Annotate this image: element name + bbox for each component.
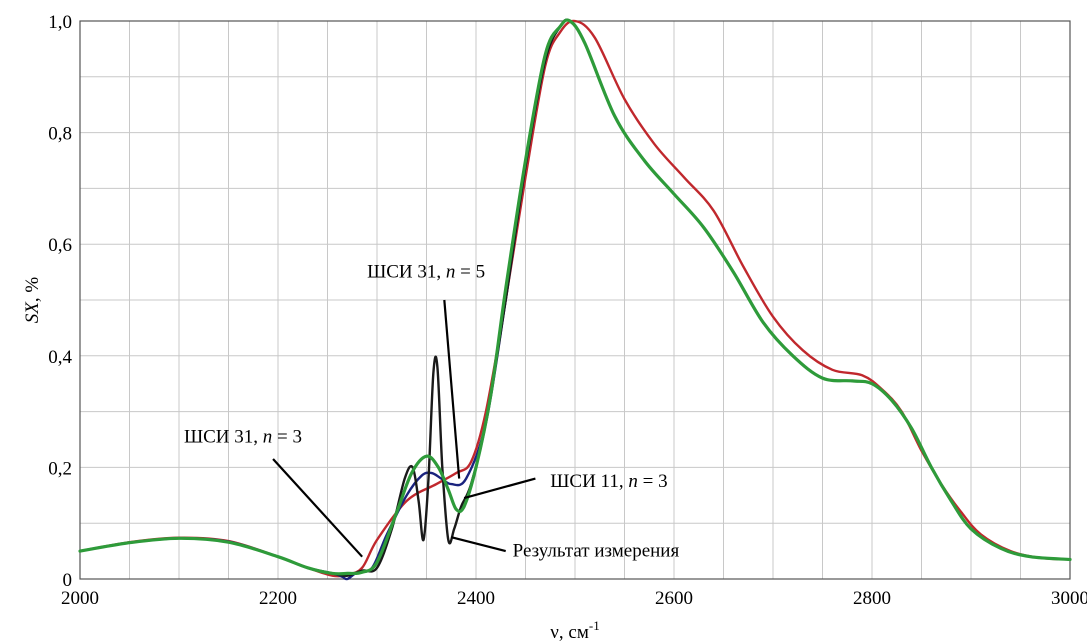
- y-tick-label: 1,0: [48, 12, 72, 33]
- x-tick-label: 2800: [853, 588, 891, 609]
- x-tick-label: 2000: [61, 588, 99, 609]
- annot-measurement-leader: [450, 536, 506, 553]
- x-tick-label: 3000: [1051, 588, 1087, 609]
- annot-shsi31-n3-leader: [272, 458, 363, 558]
- y-tick-label: 0,2: [48, 458, 72, 479]
- y-axis-label: SX, %: [22, 277, 43, 324]
- annot-shsi11-n3-leader: [463, 477, 536, 500]
- y-tick-label: 0,6: [48, 235, 72, 256]
- annotations: ШСИ 31, n = 5 ШСИ 31, n = 3 ШСИ 11, n = 3 Р…: [184, 262, 680, 562]
- series-line-green: [78, 18, 1072, 576]
- x-tick-label: 2200: [259, 588, 297, 609]
- y-tick-label: 0,8: [48, 124, 72, 145]
- x-tick-label: 2600: [655, 588, 693, 609]
- annot-shsi31-n3: ШСИ 31, n = 3: [184, 426, 302, 447]
- annot-shsi31-n5-leader: [443, 299, 461, 479]
- y-tick-label: 0: [63, 570, 73, 591]
- annot-measurement: Результат измерения: [513, 541, 680, 562]
- x-axis-label: ν, см-1: [550, 618, 599, 643]
- annot-shsi31-n5: ШСИ 31, n = 5: [367, 262, 485, 283]
- annot-shsi11-n3: ШСИ 11, n = 3: [550, 471, 667, 492]
- grid: [80, 21, 1070, 579]
- series-layer: [78, 18, 1072, 581]
- y-tick-label: 0,4: [48, 347, 72, 368]
- x-tick-label: 2400: [457, 588, 495, 609]
- tick-labels: 2000 2200 2400 2600 2800 3000 0 0,2 0,4 0,6 0,8 1,0: [48, 12, 1087, 609]
